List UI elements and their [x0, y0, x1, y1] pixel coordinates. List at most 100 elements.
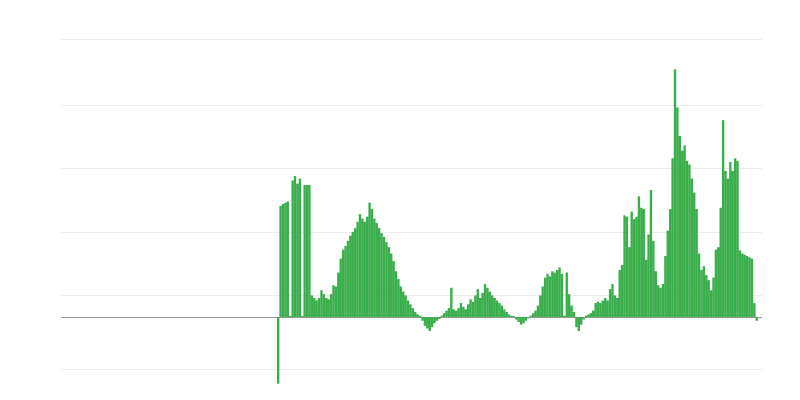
bar[interactable] — [690, 178, 694, 317]
bar[interactable] — [678, 136, 681, 317]
bar[interactable] — [481, 292, 484, 317]
bar[interactable] — [743, 254, 746, 317]
bar[interactable] — [592, 310, 595, 317]
bar[interactable] — [402, 291, 405, 317]
bar[interactable] — [702, 266, 706, 317]
bar[interactable] — [409, 304, 412, 317]
bar[interactable] — [601, 300, 605, 317]
bar[interactable] — [676, 107, 679, 317]
bar[interactable] — [385, 242, 388, 317]
bar[interactable] — [491, 295, 494, 317]
bar[interactable] — [551, 271, 554, 317]
bar[interactable] — [688, 164, 691, 317]
bar[interactable] — [656, 285, 660, 317]
bar[interactable] — [664, 256, 667, 317]
bar[interactable] — [313, 297, 316, 317]
bar[interactable] — [522, 317, 525, 324]
bar[interactable] — [301, 316, 304, 317]
bar[interactable] — [546, 273, 549, 317]
bar[interactable] — [365, 216, 369, 317]
bar[interactable] — [671, 158, 674, 317]
bar[interactable] — [515, 317, 518, 320]
bar[interactable] — [421, 317, 424, 321]
bar[interactable] — [498, 303, 501, 317]
bar[interactable] — [423, 317, 427, 326]
bar[interactable] — [753, 303, 756, 317]
bar[interactable] — [459, 303, 463, 317]
bar[interactable] — [565, 272, 568, 317]
bar[interactable] — [726, 178, 730, 317]
bar[interactable] — [527, 317, 530, 319]
bar[interactable] — [503, 309, 506, 317]
bar[interactable] — [580, 317, 583, 325]
bar[interactable] — [721, 120, 725, 318]
bar[interactable] — [599, 303, 602, 317]
bar[interactable] — [589, 313, 593, 317]
bar[interactable] — [512, 316, 516, 317]
bar[interactable] — [433, 317, 436, 324]
bar[interactable] — [346, 240, 350, 317]
bar[interactable] — [370, 209, 374, 317]
bar[interactable] — [332, 285, 335, 317]
bar[interactable] — [635, 216, 638, 317]
bar[interactable] — [452, 309, 455, 317]
bar[interactable] — [344, 245, 347, 317]
bar[interactable] — [712, 277, 715, 317]
bar[interactable] — [428, 317, 431, 331]
bar[interactable] — [628, 247, 631, 317]
bar[interactable] — [368, 202, 371, 317]
bar[interactable] — [474, 295, 477, 317]
bar[interactable] — [654, 271, 657, 317]
bar[interactable] — [673, 69, 677, 317]
bar[interactable] — [608, 289, 612, 317]
bar[interactable] — [644, 259, 648, 317]
bar[interactable] — [349, 235, 352, 317]
bar[interactable] — [719, 207, 722, 317]
bar[interactable] — [625, 216, 629, 317]
bar[interactable] — [476, 289, 479, 317]
bar[interactable] — [652, 240, 655, 317]
bar[interactable] — [373, 218, 376, 317]
bar[interactable] — [649, 190, 653, 317]
bar[interactable] — [683, 145, 686, 317]
bar[interactable] — [479, 297, 482, 317]
bar[interactable] — [358, 214, 362, 317]
bar[interactable] — [738, 250, 742, 317]
bar[interactable] — [748, 257, 751, 317]
bar[interactable] — [685, 160, 689, 317]
bar[interactable] — [611, 283, 614, 317]
bar[interactable] — [587, 314, 590, 317]
bar[interactable] — [286, 201, 289, 317]
bar[interactable] — [387, 247, 390, 317]
bar[interactable] — [483, 283, 487, 317]
bar[interactable] — [416, 314, 419, 317]
bar[interactable] — [495, 300, 499, 317]
bar[interactable] — [541, 286, 544, 317]
bar[interactable] — [736, 160, 739, 317]
bar[interactable] — [322, 294, 326, 317]
bar[interactable] — [445, 310, 448, 317]
bar[interactable] — [582, 317, 585, 320]
bar[interactable] — [337, 272, 340, 317]
bar[interactable] — [695, 209, 698, 317]
bar[interactable] — [500, 305, 504, 317]
bar[interactable] — [507, 314, 511, 317]
bar[interactable] — [596, 301, 600, 317]
bar[interactable] — [700, 270, 703, 317]
bar[interactable] — [755, 317, 758, 321]
bar[interactable] — [315, 300, 318, 317]
bar[interactable] — [440, 315, 443, 317]
bar[interactable] — [661, 283, 665, 317]
bar[interactable] — [382, 236, 386, 317]
bar[interactable] — [604, 297, 607, 317]
bar[interactable] — [351, 231, 354, 317]
bar[interactable] — [281, 203, 285, 317]
bar[interactable] — [411, 308, 415, 317]
bar[interactable] — [729, 162, 732, 317]
bar[interactable] — [361, 218, 364, 317]
bar[interactable] — [329, 294, 333, 317]
bar[interactable] — [707, 280, 710, 317]
bar[interactable] — [378, 228, 381, 317]
bar[interactable] — [642, 209, 645, 317]
bar[interactable] — [536, 305, 540, 317]
